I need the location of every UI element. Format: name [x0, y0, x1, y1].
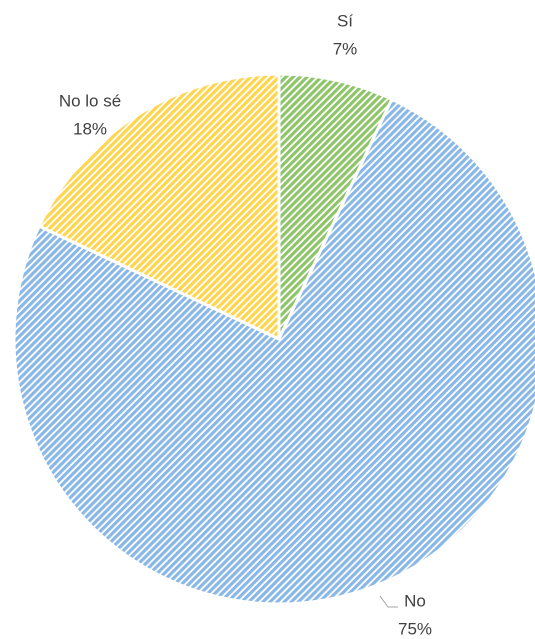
- pie: [12, 72, 535, 606]
- pie-slice: [277, 72, 394, 341]
- pie-slice: [12, 97, 535, 606]
- category-label: Sí: [337, 11, 353, 30]
- value-label: 7%: [333, 39, 358, 58]
- data-labels: Sí 7% No 75% No lo sé 18%: [59, 11, 432, 638]
- pie-slice: [37, 72, 281, 341]
- value-label: 18%: [73, 119, 107, 138]
- category-label: No lo sé: [59, 91, 121, 110]
- leader-line: [379, 595, 398, 608]
- category-label: No: [404, 591, 426, 610]
- value-label: 75%: [398, 619, 432, 638]
